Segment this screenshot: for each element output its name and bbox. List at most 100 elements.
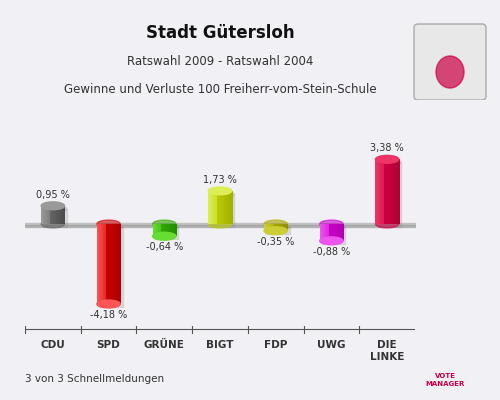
Bar — [42, 206, 43, 224]
Bar — [52, 206, 54, 224]
Bar — [176, 224, 177, 236]
Bar — [398, 159, 399, 224]
Bar — [172, 224, 173, 236]
Bar — [59, 206, 60, 224]
Bar — [385, 159, 386, 224]
Bar — [168, 224, 169, 236]
Bar — [281, 224, 282, 231]
Ellipse shape — [376, 220, 399, 228]
Bar — [377, 159, 378, 224]
Bar — [266, 227, 289, 234]
Bar — [266, 224, 268, 231]
Bar — [171, 224, 172, 236]
Bar — [48, 206, 50, 224]
Bar — [264, 224, 265, 231]
Bar — [391, 159, 392, 224]
Bar — [102, 224, 104, 304]
Ellipse shape — [322, 223, 345, 231]
Bar — [392, 159, 394, 224]
Bar — [336, 224, 338, 241]
Bar — [267, 224, 268, 231]
Bar — [224, 191, 226, 224]
Bar — [322, 227, 345, 244]
Bar — [43, 206, 44, 224]
Bar — [386, 159, 387, 224]
Bar — [282, 224, 284, 231]
Bar — [155, 224, 156, 236]
Bar — [277, 224, 278, 231]
Bar — [168, 224, 170, 236]
Bar — [167, 224, 168, 236]
Bar — [322, 224, 323, 241]
Bar — [63, 206, 64, 224]
Text: 0,95 %: 0,95 % — [36, 190, 70, 200]
Bar — [104, 224, 105, 304]
Ellipse shape — [208, 220, 232, 228]
Bar — [382, 159, 383, 224]
Bar — [393, 159, 394, 224]
Bar — [274, 224, 276, 231]
Text: Gewinne und Verluste 100 Freiherr-vom-Stein-Schule: Gewinne und Verluste 100 Freiherr-vom-St… — [64, 83, 376, 96]
Bar — [208, 191, 209, 224]
Bar — [340, 224, 341, 241]
Bar — [218, 191, 219, 224]
FancyBboxPatch shape — [414, 24, 486, 100]
Bar — [118, 224, 120, 304]
Bar — [380, 159, 381, 224]
Text: 1,73 %: 1,73 % — [203, 175, 237, 185]
Bar — [112, 224, 113, 304]
Bar — [108, 224, 109, 304]
Bar — [343, 224, 344, 241]
Ellipse shape — [264, 220, 287, 228]
Text: -0,35 %: -0,35 % — [257, 237, 294, 247]
Bar — [220, 191, 222, 224]
Bar — [117, 224, 118, 304]
Bar — [378, 159, 379, 224]
Bar — [97, 224, 98, 304]
Ellipse shape — [376, 155, 399, 163]
Ellipse shape — [44, 205, 67, 213]
Bar — [156, 224, 158, 236]
Bar — [328, 224, 330, 241]
Bar — [332, 224, 334, 241]
Bar — [324, 224, 326, 241]
Bar — [225, 191, 226, 224]
Bar — [47, 206, 48, 224]
Bar — [334, 224, 335, 241]
Bar — [326, 224, 327, 241]
Bar — [216, 191, 218, 224]
Text: Ratswahl 2009 - Ratswahl 2004: Ratswahl 2009 - Ratswahl 2004 — [127, 55, 313, 68]
Bar — [213, 191, 214, 224]
Bar — [327, 224, 328, 241]
Bar — [276, 224, 277, 231]
Text: Stadt Gütersloh: Stadt Gütersloh — [146, 24, 294, 42]
Bar — [399, 159, 400, 224]
Ellipse shape — [97, 220, 120, 228]
Text: 3 von 3 Schnellmeldungen: 3 von 3 Schnellmeldungen — [25, 374, 164, 384]
Bar — [226, 191, 227, 224]
Bar — [394, 159, 395, 224]
Bar — [230, 191, 231, 224]
Ellipse shape — [208, 187, 232, 195]
Ellipse shape — [155, 223, 178, 231]
Bar — [45, 206, 46, 224]
Bar — [166, 224, 167, 236]
Bar — [219, 191, 220, 224]
Bar — [338, 224, 339, 241]
Bar — [50, 206, 51, 224]
Ellipse shape — [436, 56, 464, 88]
Bar — [265, 224, 266, 231]
Bar — [376, 159, 377, 224]
Bar — [273, 224, 274, 231]
Bar — [155, 227, 178, 239]
Bar — [285, 224, 286, 231]
Ellipse shape — [320, 237, 343, 245]
Bar — [222, 191, 223, 224]
Bar — [386, 159, 388, 224]
Bar — [330, 224, 331, 241]
Bar — [55, 206, 56, 224]
Bar — [228, 191, 230, 224]
Bar — [49, 206, 50, 224]
Bar — [223, 191, 224, 224]
Bar — [159, 224, 160, 236]
